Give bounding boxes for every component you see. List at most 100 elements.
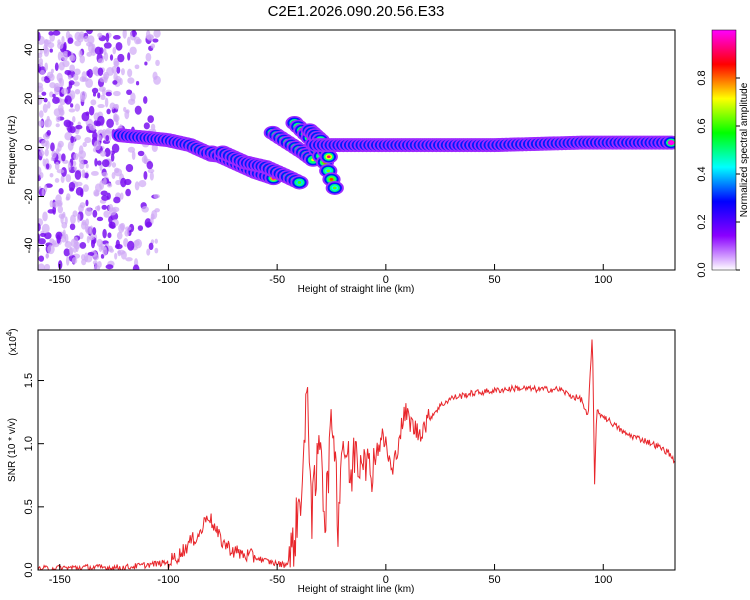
noise-speckle bbox=[42, 158, 46, 167]
noise-speckle bbox=[74, 88, 81, 95]
noise-speckle bbox=[63, 119, 72, 128]
noise-speckle bbox=[149, 171, 154, 181]
noise-speckle bbox=[118, 223, 125, 233]
noise-speckle bbox=[79, 232, 84, 240]
noise-speckle bbox=[115, 179, 122, 186]
noise-speckle bbox=[114, 103, 119, 110]
noise-speckle bbox=[38, 110, 44, 118]
noise-speckle bbox=[38, 58, 44, 65]
snr-y-tick-label: 1.0 bbox=[23, 436, 35, 451]
noise-speckle bbox=[50, 142, 55, 152]
noise-speckle bbox=[54, 62, 59, 71]
noise-speckle bbox=[44, 232, 52, 240]
noise-speckle bbox=[79, 31, 85, 38]
spectrogram-x-tick-label: -50 bbox=[269, 274, 285, 286]
noise-speckle bbox=[120, 177, 127, 188]
noise-speckle bbox=[101, 88, 106, 96]
noise-speckle bbox=[146, 161, 154, 170]
noise-speckle bbox=[108, 221, 116, 229]
spectrogram-x-tick-label: 100 bbox=[594, 274, 612, 286]
noise-speckle bbox=[124, 229, 130, 237]
noise-speckle bbox=[103, 42, 112, 49]
noise-speckle bbox=[91, 87, 99, 94]
noise-speckle bbox=[68, 246, 74, 256]
noise-speckle bbox=[57, 205, 64, 214]
noise-speckle bbox=[38, 223, 41, 232]
snr-multiplier-exponent: 4 bbox=[5, 331, 14, 336]
noise-speckle bbox=[55, 231, 63, 240]
noise-speckle bbox=[138, 179, 147, 188]
spectrogram-x-axis-label: Height of straight line (km) bbox=[298, 284, 415, 295]
colorbar-tick-label: 0.0 bbox=[696, 262, 708, 277]
noise-speckle bbox=[52, 201, 60, 208]
noise-speckle bbox=[60, 214, 64, 224]
noise-speckle bbox=[127, 146, 136, 153]
noise-speckle bbox=[150, 123, 156, 131]
noise-speckle bbox=[129, 46, 137, 55]
noise-speckle bbox=[124, 226, 132, 231]
noise-speckle bbox=[69, 64, 76, 72]
noise-speckle bbox=[84, 254, 93, 263]
noise-speckle bbox=[117, 53, 125, 63]
noise-speckle bbox=[104, 52, 109, 62]
noise-speckle bbox=[143, 96, 148, 104]
noise-speckle bbox=[84, 207, 93, 217]
noise-speckle bbox=[38, 85, 44, 93]
colorbar-tick-label: 0.2 bbox=[696, 214, 708, 229]
noise-speckle bbox=[69, 126, 76, 134]
noise-speckle bbox=[71, 257, 78, 264]
noise-speckle bbox=[49, 172, 54, 178]
noise-speckle bbox=[86, 41, 93, 47]
snr-y-ticks: 0.0 0.5 1.0 1.5 bbox=[23, 373, 44, 578]
snr-x-ticks: -150 -100 -50 0 50 100 bbox=[49, 564, 612, 586]
noise-speckle bbox=[41, 91, 47, 96]
spectrogram-frame bbox=[37, 29, 676, 271]
noise-speckle bbox=[83, 35, 89, 43]
noise-speckle bbox=[85, 78, 94, 89]
noise-speckle bbox=[38, 263, 46, 270]
noise-speckle bbox=[64, 216, 68, 225]
spectrogram-x-tick-label: 50 bbox=[488, 274, 500, 286]
noise-speckle bbox=[115, 120, 119, 126]
noise-speckle bbox=[105, 135, 110, 142]
noise-speckle bbox=[125, 188, 131, 197]
noise-speckle bbox=[109, 54, 114, 61]
noise-speckle bbox=[61, 153, 66, 162]
noise-speckle bbox=[84, 137, 92, 144]
noise-speckle bbox=[145, 34, 154, 40]
noise-speckle bbox=[42, 103, 48, 114]
noise-speckle bbox=[38, 247, 41, 253]
snr-y-axis-label: SNR (10 * v/v) bbox=[7, 418, 18, 482]
noise-speckle bbox=[58, 61, 65, 71]
noise-speckle bbox=[68, 108, 76, 113]
colorbar-frame bbox=[711, 29, 737, 271]
noise-speckle bbox=[79, 161, 85, 170]
figure-title: C2E1.2026.090.20.56.E33 bbox=[268, 3, 445, 20]
noise-speckle bbox=[70, 103, 74, 108]
noise-speckle bbox=[90, 99, 97, 106]
noise-speckle bbox=[123, 238, 129, 247]
noise-speckle bbox=[67, 74, 72, 80]
colorbar-ticks: 0.0 0.2 0.4 0.6 0.8 bbox=[696, 70, 740, 278]
noise-speckle bbox=[61, 53, 68, 62]
noise-speckle bbox=[154, 208, 160, 213]
noise-speckle bbox=[92, 209, 98, 218]
noise-speckle bbox=[60, 175, 65, 184]
noise-speckle bbox=[74, 103, 81, 112]
noise-speckle bbox=[43, 97, 48, 103]
noise-speckle bbox=[114, 167, 120, 174]
noise-speckle bbox=[153, 194, 160, 199]
spectrogram-y-tick-label: 20 bbox=[23, 92, 35, 104]
noise-speckle bbox=[127, 240, 135, 251]
noise-speckle bbox=[38, 31, 41, 42]
echo-blob bbox=[326, 155, 331, 159]
noise-speckle bbox=[105, 264, 114, 270]
noise-speckle bbox=[79, 90, 87, 101]
noise-speckle bbox=[143, 171, 148, 180]
colorbar-tick-label: 0.6 bbox=[696, 118, 708, 133]
snr-y-tick-label: 1.5 bbox=[23, 373, 35, 388]
noise-speckle bbox=[147, 168, 155, 174]
noise-speckle bbox=[73, 166, 78, 171]
noise-speckle bbox=[64, 132, 73, 141]
